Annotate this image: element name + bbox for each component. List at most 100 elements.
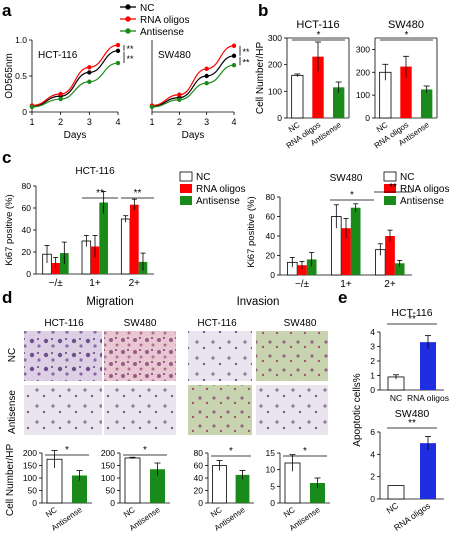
a_hct-point bbox=[58, 91, 63, 97]
d-inv-hct-title: HCT-116 bbox=[197, 318, 237, 329]
d_inv_hct-xtick-label: NC bbox=[209, 505, 224, 519]
a_sw-point bbox=[177, 97, 182, 102]
a_sw-xlabel: Days bbox=[182, 130, 205, 141]
a_hct-title: HCT-116 bbox=[38, 50, 78, 61]
d_mig_hct-ytick-label: 0 bbox=[32, 498, 37, 508]
c_sw-bar bbox=[385, 236, 395, 275]
b_hct-ytick-label: 100 bbox=[268, 86, 282, 96]
c_sw-ylabel: Ki67 positive (%) bbox=[246, 196, 257, 267]
a_hct-ytick-label: 0.5 bbox=[15, 71, 27, 81]
e_sw-xtick-label: NC bbox=[384, 500, 400, 515]
d_inv_hct-bar bbox=[212, 465, 227, 504]
c_sw-sig-label: ** bbox=[389, 182, 397, 193]
b_sw-sig-label: * bbox=[405, 30, 409, 41]
legend-c2-nc-label: NC bbox=[400, 172, 414, 183]
d-mig-sw-title: SW480 bbox=[124, 318, 157, 329]
a_sw-point bbox=[204, 66, 209, 72]
d_mig_hct-bar bbox=[72, 475, 87, 503]
d-row-nc-label: NC bbox=[7, 348, 18, 362]
micrograph-inv-sw-nc bbox=[256, 331, 328, 381]
a_hct-point bbox=[58, 96, 63, 102]
c_sw-sig-label: * bbox=[350, 190, 354, 201]
legend-a-nc-marker bbox=[125, 4, 131, 10]
e_hct-ytick-label: 0 bbox=[370, 385, 375, 395]
c_sw-bar bbox=[350, 207, 361, 275]
b_hct-ylabel: Cell Number/HP bbox=[255, 42, 266, 115]
a_sw-point bbox=[231, 43, 237, 48]
d-ylabel: Cell Number/HP bbox=[5, 444, 16, 517]
a_hct-series-line bbox=[31, 50, 119, 107]
c_sw-xtick-label: 1+ bbox=[340, 279, 352, 290]
e_sw-ylabel: Apoptotic cells% bbox=[352, 373, 363, 446]
c_sw-bar bbox=[306, 259, 317, 275]
c_sw-title: SW480 bbox=[330, 173, 363, 184]
d_inv_hct-sig-label: * bbox=[229, 446, 233, 457]
c_sw-xtick-label: 2+ bbox=[384, 279, 396, 290]
legend-a-nc-label: NC bbox=[140, 3, 154, 14]
d_mig_hct-sig-label: * bbox=[65, 445, 69, 456]
c_hct-bar bbox=[90, 246, 100, 274]
d_inv_sw-sig-label: * bbox=[303, 446, 307, 457]
c_sw-ytick-label: 20 bbox=[266, 251, 276, 261]
c_sw-ytick-label: 60 bbox=[266, 212, 276, 222]
b_sw-ytick-label: 100 bbox=[356, 90, 370, 100]
a_sw-xtick-label: 1 bbox=[149, 117, 154, 127]
d_mig_sw-ytick-label: 100 bbox=[101, 473, 115, 483]
micrograph-mig-hct-nc bbox=[24, 331, 102, 381]
c_hct-bar bbox=[99, 202, 108, 274]
a_hct-point bbox=[115, 42, 121, 48]
e_hct-xtick-label: NC bbox=[390, 393, 402, 403]
a_sw-xtick-label: 2 bbox=[177, 117, 182, 127]
a_sw-xtick-label: 3 bbox=[204, 117, 209, 127]
a_hct-xtick-label: 2 bbox=[58, 117, 63, 127]
a_hct-point bbox=[115, 60, 121, 66]
a_sw-series-line bbox=[151, 45, 235, 107]
d_mig_sw-xtick-label: NC bbox=[122, 505, 137, 519]
b_hct-sig-label: * bbox=[317, 30, 321, 41]
d-invasion-title: Invasion bbox=[237, 296, 280, 308]
e_sw-bar bbox=[420, 443, 436, 499]
a_hct-xtick-label: 4 bbox=[115, 117, 120, 127]
c_hct-ytick-label: 20 bbox=[22, 247, 32, 257]
legend-a-rna-label: RNA oligos bbox=[140, 15, 189, 26]
b_hct-bar bbox=[291, 74, 304, 119]
a_hct-sig-label: ** bbox=[126, 44, 134, 54]
panel-label-c: c bbox=[2, 148, 11, 167]
b_sw-title: SW480 bbox=[388, 19, 424, 31]
a_sw-point bbox=[149, 104, 155, 110]
c_sw-xtick-label: −/± bbox=[295, 279, 310, 290]
d_mig_sw-sig-label: * bbox=[143, 445, 147, 456]
legend-c-nc-swatch bbox=[179, 171, 193, 182]
c_hct-ytick-label: 60 bbox=[22, 203, 32, 213]
a_sw-point bbox=[204, 81, 209, 86]
b_sw-ytick-label: 0 bbox=[365, 113, 370, 123]
a_sw-xtick-label: 4 bbox=[231, 117, 236, 127]
a_hct-ylabel: OD565nm bbox=[4, 53, 15, 99]
e_sw-title: SW480 bbox=[395, 408, 430, 420]
legend-a-antisense-marker bbox=[125, 28, 131, 34]
b_hct-ytick-label: 0 bbox=[277, 113, 282, 123]
b_sw-ytick-label: 200 bbox=[356, 67, 370, 77]
d_inv_sw-ytick-label: 15 bbox=[266, 448, 276, 458]
e_hct-ytick-label: 3 bbox=[370, 342, 375, 352]
a_sw-sig-label: ** bbox=[242, 58, 250, 68]
a_hct-series-line bbox=[31, 62, 119, 108]
d_inv_sw-xtick-label: NC bbox=[282, 505, 297, 519]
micrograph-mig-sw-nc bbox=[104, 331, 176, 381]
c_hct-xtick-label: 2+ bbox=[129, 278, 141, 289]
e_sw-sig-label: ** bbox=[408, 418, 416, 429]
c_hct-sig-label: ** bbox=[134, 188, 142, 199]
b_hct-bar bbox=[332, 87, 345, 118]
a_hct-ytick-label: 1.0 bbox=[15, 35, 27, 45]
legend-c-nc-label: NC bbox=[196, 172, 210, 183]
micrograph-mig-sw-antisense bbox=[104, 385, 176, 435]
legend-c-rna-label: RNA oligos bbox=[196, 184, 245, 195]
d_mig_hct-ytick-label: 200 bbox=[23, 448, 37, 458]
b_hct-ytick-label: 200 bbox=[268, 60, 282, 70]
a_hct-sig-label: ** bbox=[126, 54, 134, 64]
d-row-antisense-label: Antisense bbox=[7, 390, 18, 434]
d-mig-hct-title: HCT-116 bbox=[44, 318, 84, 329]
micrograph-inv-hct-antisense bbox=[188, 385, 252, 435]
